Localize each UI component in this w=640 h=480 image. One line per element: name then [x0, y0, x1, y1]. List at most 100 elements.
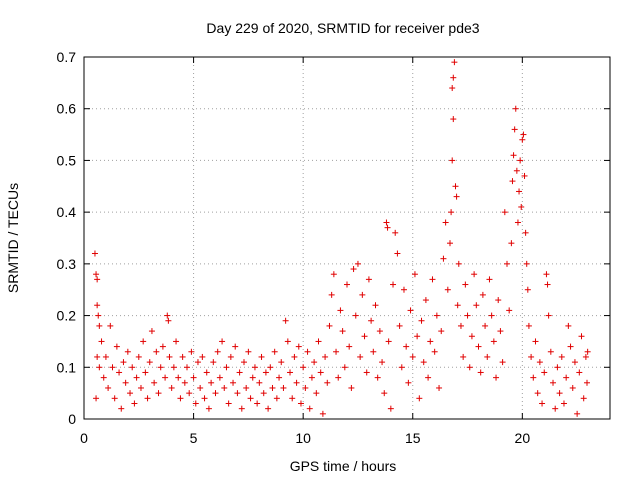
data-point — [232, 343, 239, 350]
data-point — [105, 384, 112, 391]
data-point — [354, 260, 361, 267]
data-point — [440, 255, 447, 262]
data-point — [170, 364, 177, 371]
data-point — [534, 390, 541, 397]
data-point — [109, 364, 116, 371]
data-point — [522, 229, 529, 236]
data-point — [450, 116, 457, 123]
data-point — [357, 353, 364, 360]
data-point — [348, 384, 355, 391]
data-point — [184, 364, 191, 371]
data-point — [438, 328, 445, 335]
data-point — [514, 219, 521, 226]
data-point — [574, 410, 581, 417]
data-point — [93, 395, 100, 402]
data-point — [576, 369, 583, 376]
data-point — [429, 276, 436, 283]
data-point — [512, 105, 519, 112]
data-point — [289, 395, 296, 402]
data-point — [260, 390, 267, 397]
data-point — [396, 322, 403, 329]
data-point — [111, 395, 118, 402]
data-point — [414, 333, 421, 340]
data-point — [243, 384, 250, 391]
data-point — [315, 338, 322, 345]
data-point — [449, 157, 456, 164]
data-point — [580, 395, 587, 402]
data-point — [436, 384, 443, 391]
data-point — [311, 359, 318, 366]
data-point — [304, 348, 311, 355]
data-point — [475, 343, 482, 350]
y-tick-label: 0.7 — [57, 49, 77, 65]
data-point — [276, 374, 283, 381]
data-point — [133, 374, 140, 381]
data-point — [482, 322, 489, 329]
data-point — [148, 328, 155, 335]
data-point — [444, 286, 451, 293]
data-point — [513, 167, 520, 174]
data-point — [541, 369, 548, 376]
data-point — [339, 328, 346, 335]
data-point — [520, 131, 527, 138]
data-point — [405, 379, 412, 386]
data-point — [560, 400, 567, 407]
data-point — [271, 348, 278, 355]
data-point — [267, 364, 274, 371]
data-point — [376, 328, 383, 335]
y-tick-label: 0.6 — [57, 101, 77, 117]
data-point — [223, 364, 230, 371]
data-point — [521, 172, 528, 179]
data-point — [346, 343, 353, 350]
data-point — [98, 338, 105, 345]
y-tick-label: 0.2 — [57, 308, 77, 324]
data-point — [186, 390, 193, 397]
data-point — [385, 338, 392, 345]
data-point — [282, 317, 289, 324]
data-point — [96, 322, 103, 329]
data-point — [352, 312, 359, 319]
axis-ticks: 0 0.1 0.2 0.3 0.4 0.5 0.6 0.7 0 5 10 15 20 — [57, 49, 610, 446]
data-point — [179, 353, 186, 360]
x-tick-label: 15 — [405, 430, 421, 446]
data-point — [509, 178, 516, 185]
chart-title: Day 229 of 2020, SRMTID for receiver pde… — [206, 20, 479, 36]
data-point — [278, 359, 285, 366]
data-point — [545, 312, 552, 319]
data-point — [517, 157, 524, 164]
data-point — [466, 364, 473, 371]
data-point — [383, 219, 390, 226]
data-point — [384, 224, 391, 231]
data-point — [374, 374, 381, 381]
data-point — [249, 374, 256, 381]
data-point — [157, 364, 164, 371]
data-point — [457, 322, 464, 329]
data-point — [122, 379, 129, 386]
data-point — [563, 374, 570, 381]
data-point — [238, 405, 245, 412]
data-point — [300, 364, 307, 371]
data-point — [162, 374, 169, 381]
data-point — [442, 219, 449, 226]
data-point — [552, 405, 559, 412]
data-point — [94, 276, 101, 283]
data-point — [501, 209, 508, 216]
data-point — [151, 379, 158, 386]
data-point — [140, 338, 147, 345]
y-axis-label: SRMTID / TECUs — [5, 183, 21, 293]
data-point — [449, 85, 456, 92]
data-point — [308, 374, 315, 381]
data-point — [197, 384, 204, 391]
data-point — [518, 203, 525, 210]
data-point — [236, 369, 243, 376]
data-point — [319, 410, 326, 417]
data-points — [91, 59, 591, 417]
data-point — [284, 338, 291, 345]
data-point — [188, 348, 195, 355]
data-point — [265, 405, 272, 412]
data-point — [400, 286, 407, 293]
data-point — [142, 369, 149, 376]
data-point — [495, 297, 502, 304]
data-point — [425, 374, 432, 381]
data-point — [420, 359, 427, 366]
